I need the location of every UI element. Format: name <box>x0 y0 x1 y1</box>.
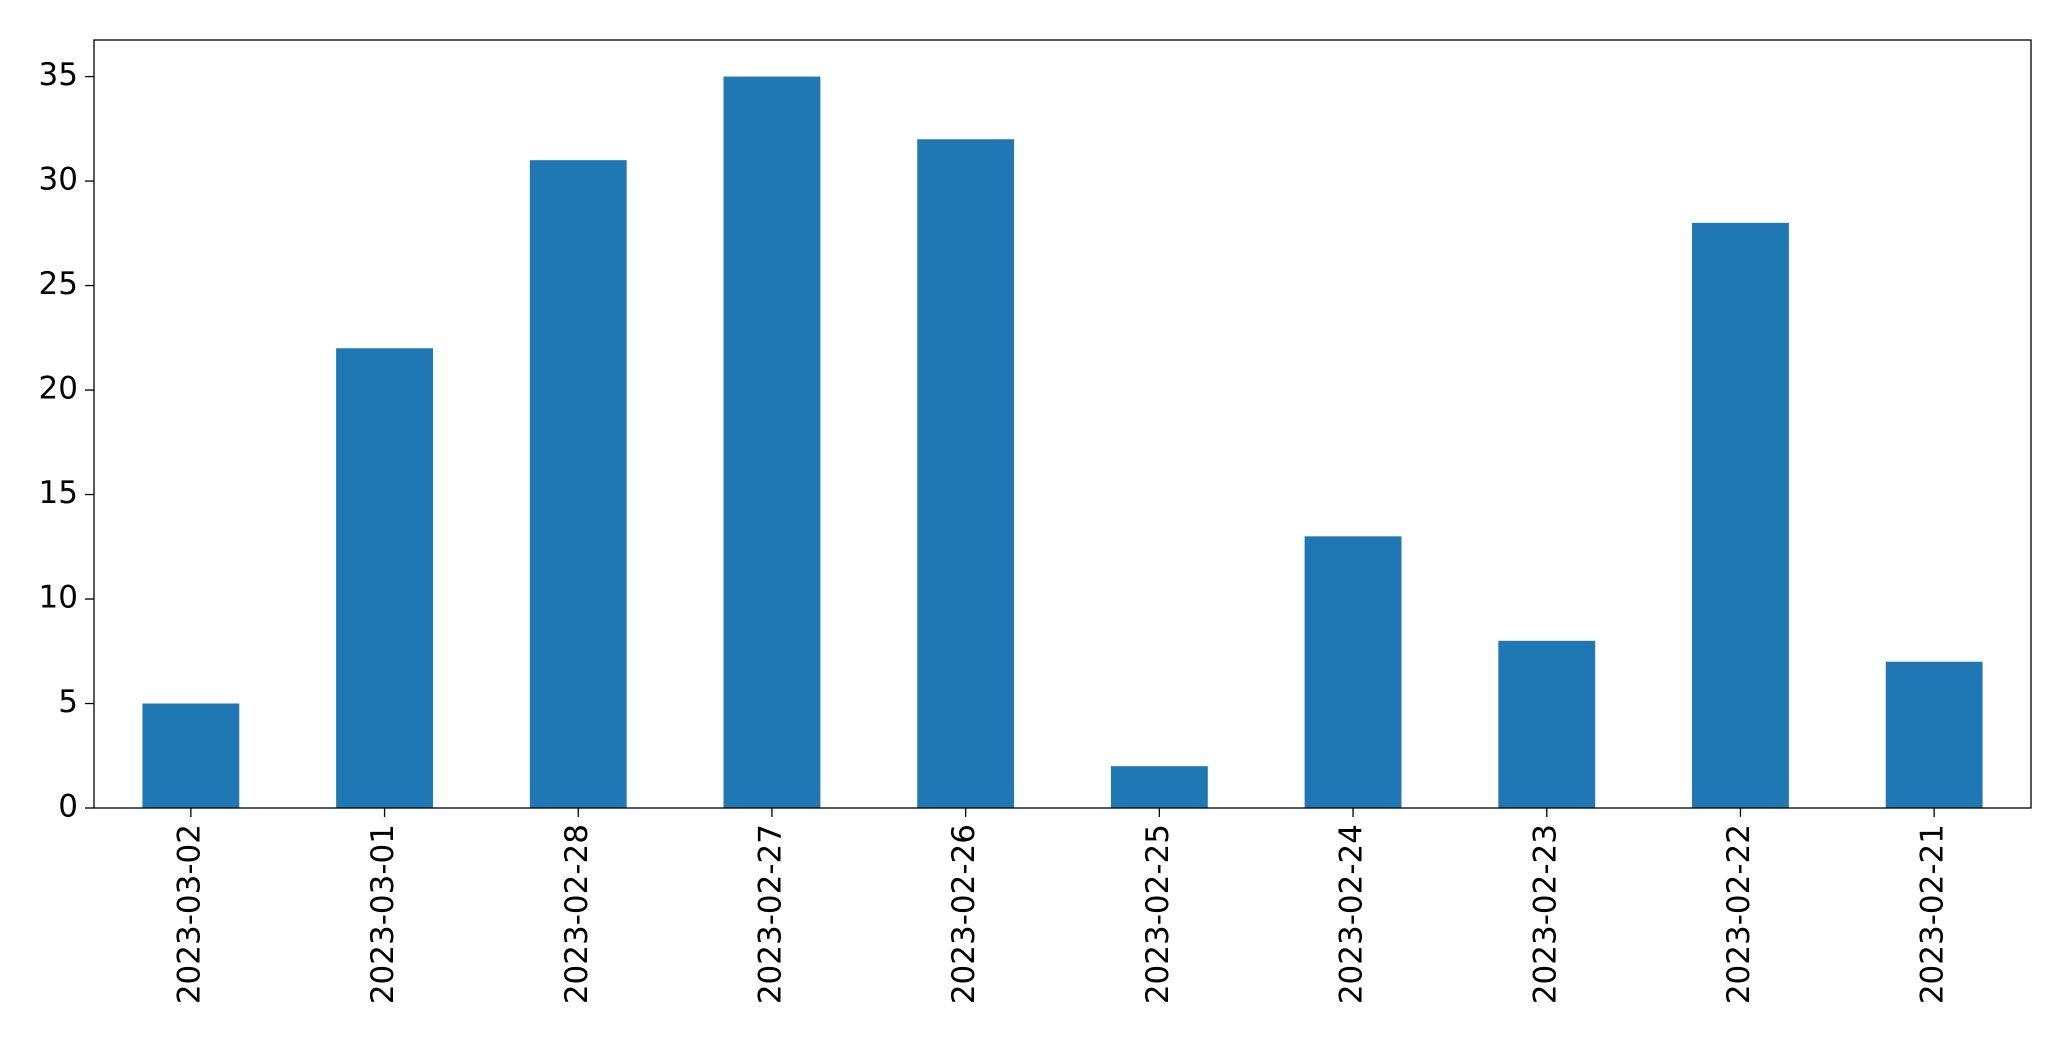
bar <box>917 139 1015 808</box>
y-tick-label: 25 <box>39 266 78 302</box>
y-tick-label: 35 <box>39 57 78 93</box>
y-tick-label: 10 <box>39 580 78 616</box>
y-tick-label: 15 <box>39 475 78 511</box>
y-tick-label: 5 <box>58 684 78 720</box>
y-tick-label: 30 <box>39 162 78 198</box>
bar <box>529 160 627 808</box>
bar <box>1885 661 1983 808</box>
x-tick-label: 2023-03-02 <box>171 824 207 1004</box>
y-tick-label: 20 <box>39 371 78 407</box>
x-tick-label: 2023-02-27 <box>752 824 788 1004</box>
x-tick-label: 2023-02-28 <box>559 824 595 1004</box>
bar <box>1110 766 1208 808</box>
x-tick-label: 2023-02-26 <box>946 824 982 1004</box>
bar <box>336 348 433 808</box>
x-tick-label: 2023-03-01 <box>365 824 401 1004</box>
y-tick-label: 0 <box>58 789 78 825</box>
bar <box>723 76 821 809</box>
x-tick-label: 2023-02-24 <box>1334 824 1370 1004</box>
x-tick-label: 2023-02-22 <box>1721 824 1757 1004</box>
x-tick-label: 2023-02-23 <box>1527 824 1563 1004</box>
x-tick-label: 2023-02-21 <box>1915 824 1951 1004</box>
bar <box>1498 640 1596 808</box>
bar <box>142 703 240 808</box>
plot-frame <box>93 39 2032 809</box>
x-tick-label: 2023-02-25 <box>1140 824 1176 1004</box>
bar <box>1304 536 1402 808</box>
bar <box>1692 222 1789 808</box>
